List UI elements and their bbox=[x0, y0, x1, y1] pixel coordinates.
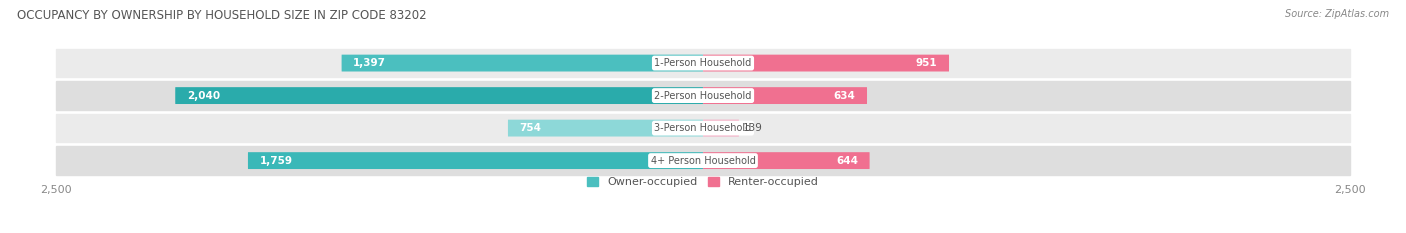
Text: 1-Person Household: 1-Person Household bbox=[654, 58, 752, 68]
PathPatch shape bbox=[703, 152, 869, 169]
Text: 4+ Person Household: 4+ Person Household bbox=[651, 156, 755, 166]
PathPatch shape bbox=[703, 55, 949, 72]
Bar bbox=[56, 146, 1350, 175]
PathPatch shape bbox=[703, 87, 868, 104]
Text: 644: 644 bbox=[837, 156, 858, 166]
Text: 139: 139 bbox=[742, 123, 762, 133]
PathPatch shape bbox=[247, 152, 703, 169]
PathPatch shape bbox=[508, 120, 703, 137]
Bar bbox=[56, 114, 1350, 142]
Text: OCCUPANCY BY OWNERSHIP BY HOUSEHOLD SIZE IN ZIP CODE 83202: OCCUPANCY BY OWNERSHIP BY HOUSEHOLD SIZE… bbox=[17, 9, 426, 22]
Text: 1,759: 1,759 bbox=[260, 156, 292, 166]
PathPatch shape bbox=[176, 87, 703, 104]
Bar bbox=[56, 49, 1350, 77]
Text: 1,397: 1,397 bbox=[353, 58, 387, 68]
Text: 754: 754 bbox=[520, 123, 541, 133]
Text: Source: ZipAtlas.com: Source: ZipAtlas.com bbox=[1285, 9, 1389, 19]
Text: 2,040: 2,040 bbox=[187, 91, 219, 101]
Text: 3-Person Household: 3-Person Household bbox=[654, 123, 752, 133]
PathPatch shape bbox=[703, 120, 740, 137]
Bar bbox=[56, 81, 1350, 110]
PathPatch shape bbox=[342, 55, 703, 72]
Text: 634: 634 bbox=[834, 91, 855, 101]
Text: 951: 951 bbox=[915, 58, 938, 68]
Text: 2-Person Household: 2-Person Household bbox=[654, 91, 752, 101]
Legend: Owner-occupied, Renter-occupied: Owner-occupied, Renter-occupied bbox=[586, 177, 820, 187]
